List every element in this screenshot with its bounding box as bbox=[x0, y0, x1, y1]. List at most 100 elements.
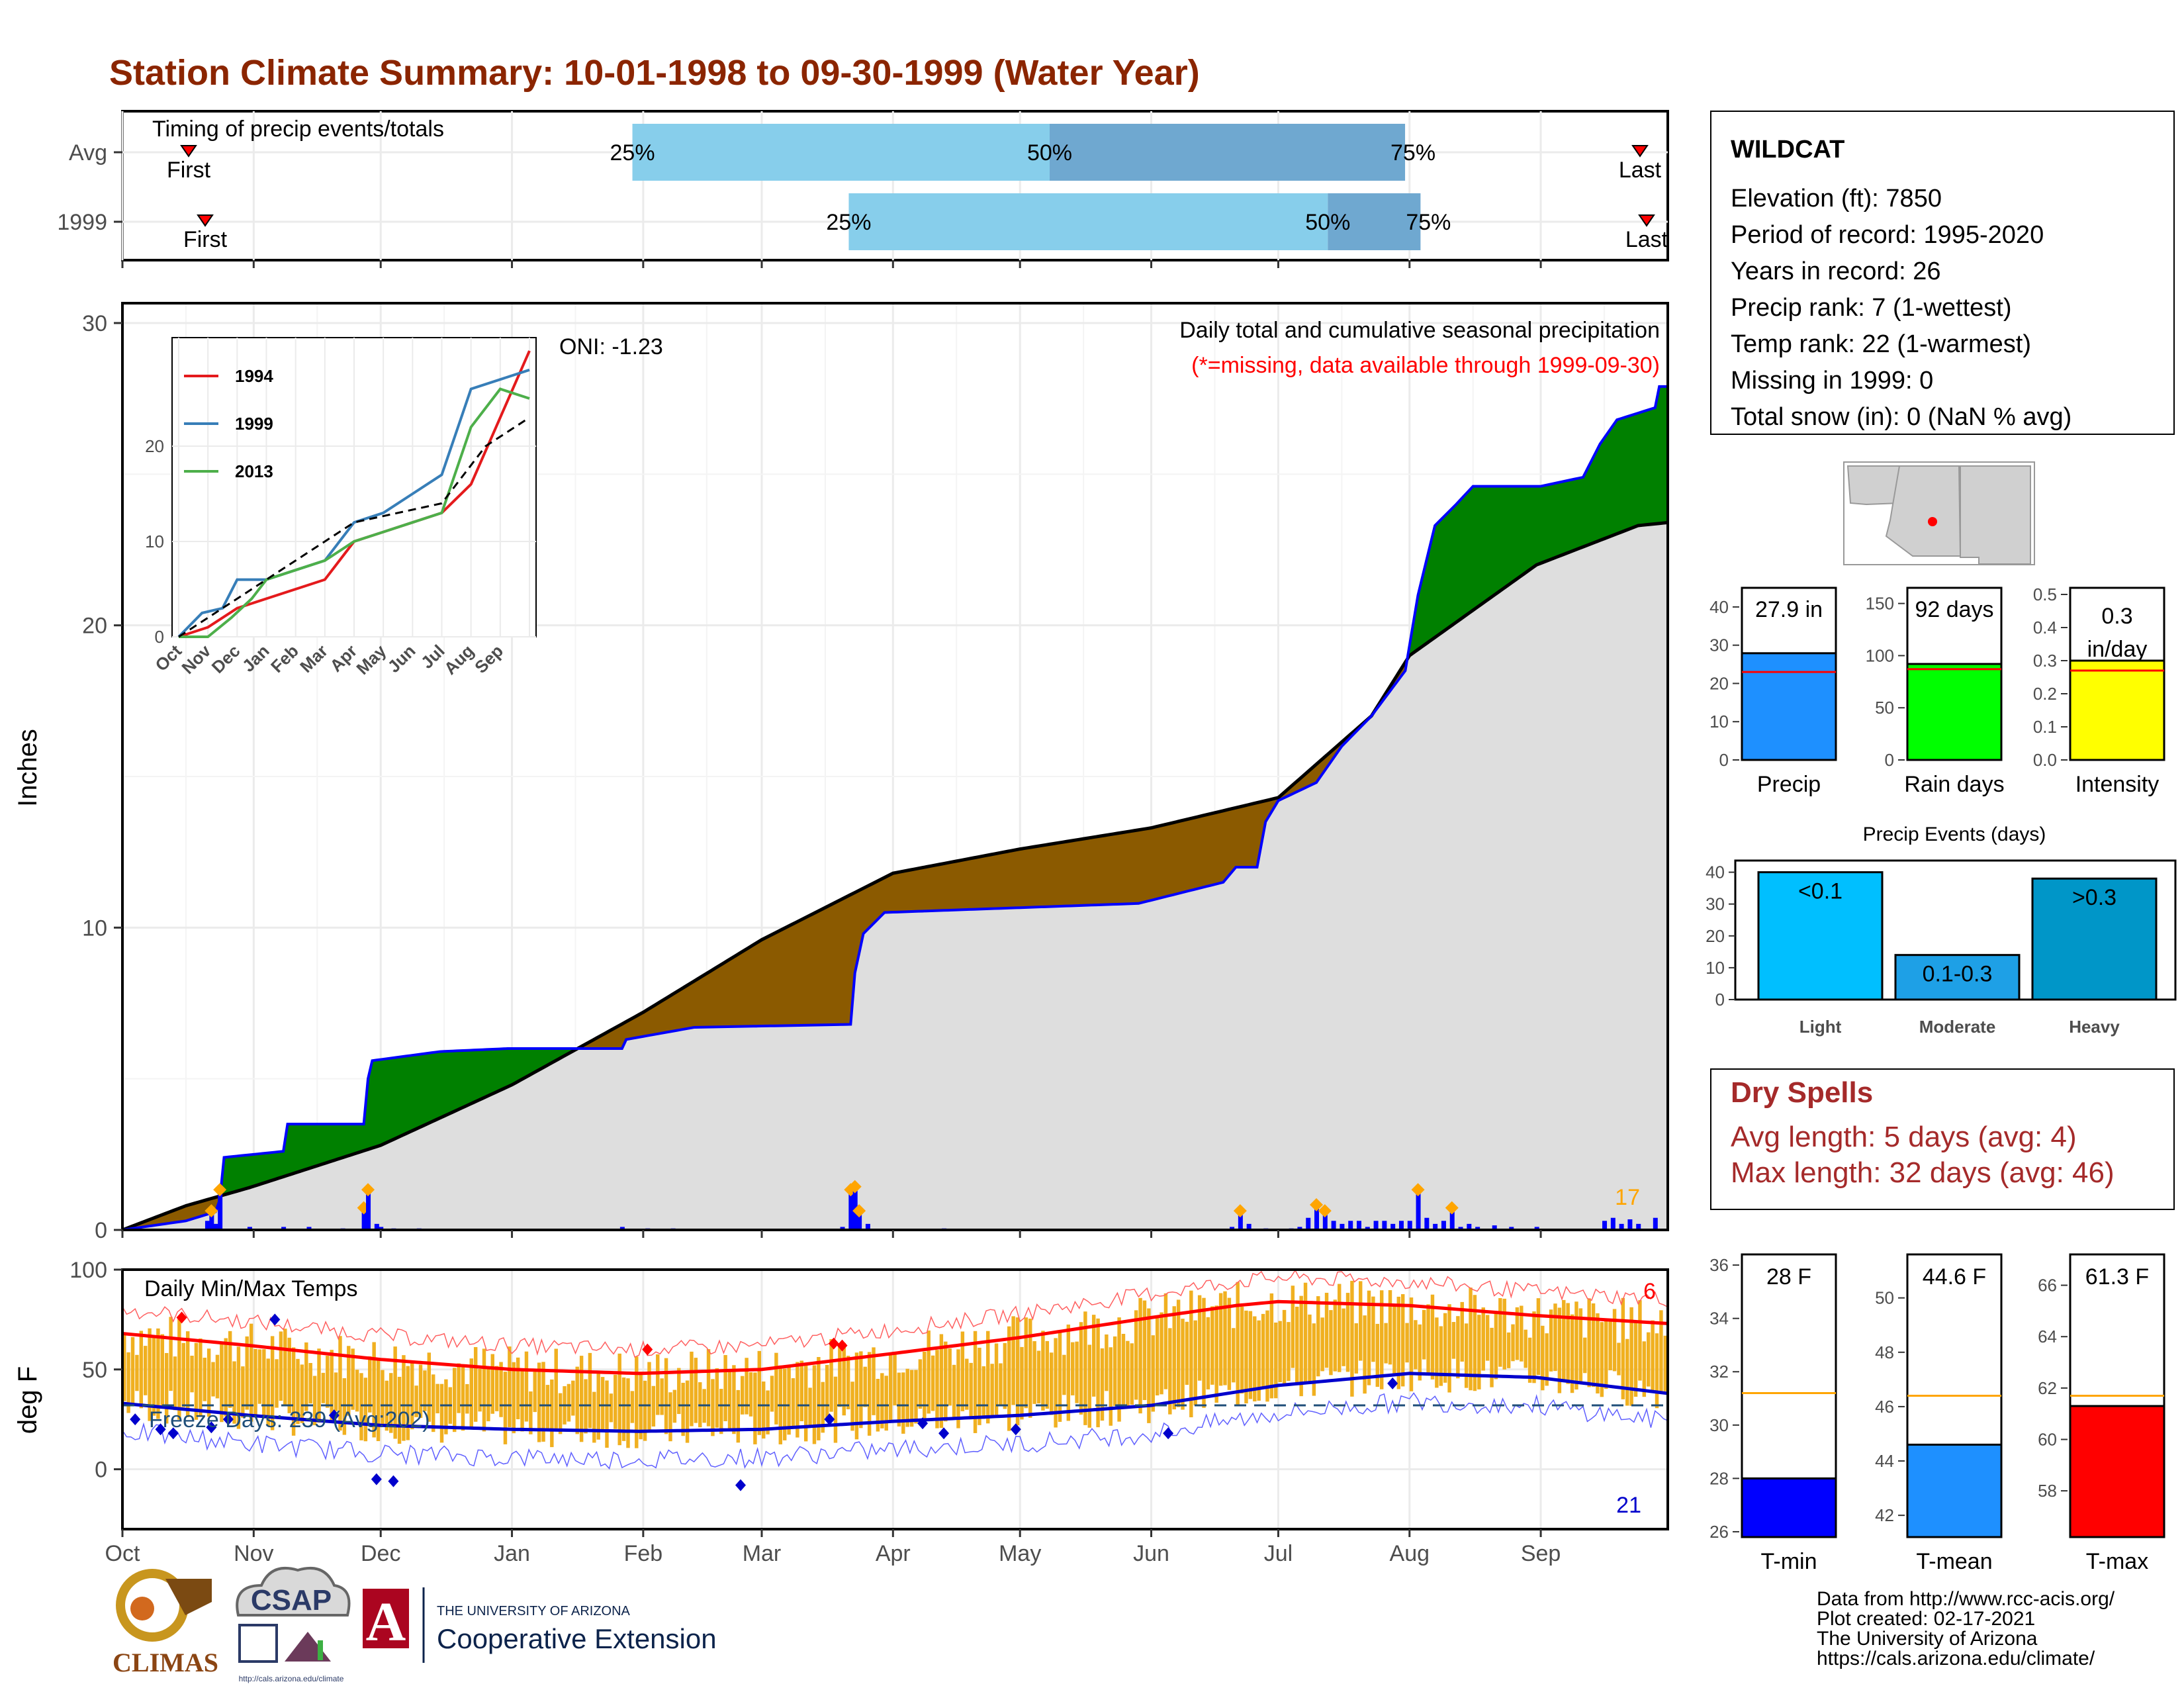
daily-temp-range bbox=[1363, 1315, 1367, 1394]
timing-panel: Timing of precip events/totals 25% 50% 75%… bbox=[57, 110, 1669, 268]
daily-temp-range bbox=[1345, 1293, 1350, 1372]
tmax-average-line bbox=[122, 1299, 1668, 1376]
daily-temp-range bbox=[312, 1376, 317, 1426]
daily-temp-range bbox=[1096, 1318, 1100, 1428]
daily-temp-range bbox=[1469, 1288, 1473, 1391]
daily-temp-range bbox=[643, 1380, 647, 1441]
daily-temp-range bbox=[482, 1348, 486, 1432]
daily-temp-range bbox=[757, 1350, 762, 1435]
daily-temp-range bbox=[148, 1328, 152, 1421]
daily-temp-range bbox=[177, 1317, 181, 1420]
temp-bar-value: 28 F bbox=[1766, 1264, 1811, 1289]
daily-temp-range bbox=[846, 1356, 850, 1409]
daily-temp-range bbox=[1659, 1310, 1663, 1393]
timing-p75: 75% bbox=[1390, 140, 1435, 165]
daily-temp-range bbox=[520, 1370, 524, 1432]
ua-logo: A THE UNIVERSITY OF ARIZONA Cooperative … bbox=[363, 1587, 717, 1663]
daily-temp-range bbox=[215, 1354, 220, 1399]
daily-temp-range bbox=[1058, 1331, 1062, 1422]
daily-temp-range bbox=[850, 1382, 854, 1431]
xtick-label: Jan bbox=[494, 1541, 530, 1566]
daily-temp-range bbox=[1075, 1341, 1079, 1403]
daily-temp-range bbox=[410, 1362, 414, 1430]
daily-temp-range bbox=[537, 1362, 541, 1442]
last-event-marker bbox=[1638, 214, 1655, 227]
events-ytick-label: 20 bbox=[1706, 926, 1725, 946]
credits: Data from http://www.rcc-acis.org/ Plot … bbox=[1817, 1588, 2115, 1669]
daily-temp-range bbox=[888, 1354, 893, 1421]
xtick-label: Jun bbox=[1133, 1541, 1169, 1566]
daily-temp-range bbox=[791, 1378, 796, 1427]
climas-logo: CLIMAS bbox=[113, 1569, 218, 1677]
high-precip-marker bbox=[1233, 1204, 1247, 1218]
daily-temp-range bbox=[1638, 1300, 1642, 1381]
daily-precip-bar bbox=[1627, 1219, 1633, 1230]
daily-temp-range bbox=[1291, 1286, 1295, 1368]
daily-temp-range bbox=[1400, 1294, 1405, 1387]
daily-temp-range bbox=[1197, 1295, 1202, 1381]
daily-precip-bar bbox=[1653, 1217, 1658, 1230]
first-event-marker bbox=[197, 214, 214, 227]
daily-precip-bar bbox=[1314, 1209, 1320, 1230]
daily-temp-range bbox=[236, 1346, 241, 1429]
daily-temp-range bbox=[571, 1380, 575, 1416]
record-low-marker bbox=[1010, 1423, 1021, 1436]
daily-temp-range bbox=[516, 1357, 520, 1420]
total-ytick-label: 0.4 bbox=[2033, 618, 2057, 637]
daily-temp-range bbox=[393, 1346, 397, 1439]
daily-temp-range bbox=[1265, 1310, 1269, 1402]
daily-temp-range bbox=[1612, 1309, 1617, 1372]
daily-temp-range bbox=[880, 1373, 884, 1429]
daily-precip-bar bbox=[1467, 1223, 1472, 1230]
daily-temp-range bbox=[1070, 1342, 1075, 1395]
daily-temp-range bbox=[978, 1347, 981, 1425]
daily-temp-range bbox=[1549, 1309, 1553, 1372]
daily-temp-range bbox=[660, 1378, 664, 1415]
daily-temp-range bbox=[677, 1368, 681, 1415]
total-ytick-label: 0.2 bbox=[2033, 684, 2057, 704]
daily-temp-range bbox=[1130, 1343, 1134, 1405]
daily-temp-range bbox=[706, 1349, 711, 1427]
daily-precip-bar bbox=[1398, 1221, 1404, 1230]
daily-precip-bar bbox=[1246, 1223, 1251, 1230]
daily-temp-range bbox=[1515, 1307, 1520, 1360]
daily-temp-range bbox=[1511, 1324, 1515, 1362]
daily-temp-range bbox=[1100, 1348, 1105, 1421]
daily-temp-range bbox=[1151, 1335, 1155, 1412]
daily-temp-range bbox=[1168, 1328, 1172, 1415]
daily-temp-range bbox=[1269, 1293, 1274, 1399]
daily-temp-range bbox=[211, 1362, 215, 1397]
total-value-unit: in/day bbox=[2087, 637, 2148, 662]
daily-temp-range bbox=[838, 1344, 842, 1407]
daily-precip-bar bbox=[1340, 1223, 1345, 1230]
record-low-marker bbox=[167, 1427, 179, 1440]
daily-temp-range bbox=[545, 1385, 550, 1429]
daily-temp-range bbox=[338, 1336, 342, 1431]
credit-line-3: The University of Arizona bbox=[1817, 1628, 2038, 1650]
daily-temp-range bbox=[867, 1352, 872, 1436]
events-ytick-label: 10 bbox=[1706, 958, 1725, 978]
daily-precip-bar bbox=[1441, 1221, 1446, 1230]
events-title: Precip Events (days) bbox=[1863, 823, 2046, 845]
high-precip-marker bbox=[1445, 1201, 1459, 1215]
daily-precip-bar bbox=[1373, 1221, 1379, 1230]
daily-temp-range bbox=[494, 1366, 499, 1411]
total-bar bbox=[2069, 659, 2165, 761]
ua-big-text: Cooperative Extension bbox=[437, 1623, 717, 1654]
daily-temp-range bbox=[986, 1331, 990, 1424]
temp-panel: Daily Min/Max Temps Freeze Days: 239 (Av… bbox=[13, 1230, 1669, 1566]
temp-bar-ytick-label: 48 bbox=[1875, 1342, 1894, 1362]
daily-temp-range bbox=[1663, 1335, 1668, 1391]
daily-precip-bar bbox=[1357, 1221, 1361, 1230]
daily-temp-range bbox=[614, 1374, 617, 1429]
new-mexico-outline bbox=[1960, 465, 2031, 565]
dry-spells-max: Max length: 32 days (avg: 46) bbox=[1731, 1156, 2115, 1189]
daily-temp-range bbox=[956, 1349, 960, 1429]
figure-title: Station Climate Summary: 10-01-1998 to 0… bbox=[109, 53, 1200, 93]
csap-url: http://cals.arizona.edu/climate bbox=[239, 1674, 344, 1683]
daily-temp-range bbox=[418, 1364, 423, 1418]
timing-bar-q1 bbox=[632, 124, 1050, 181]
total-ytick-label: 100 bbox=[1866, 645, 1894, 665]
daily-temp-range bbox=[1011, 1316, 1015, 1405]
